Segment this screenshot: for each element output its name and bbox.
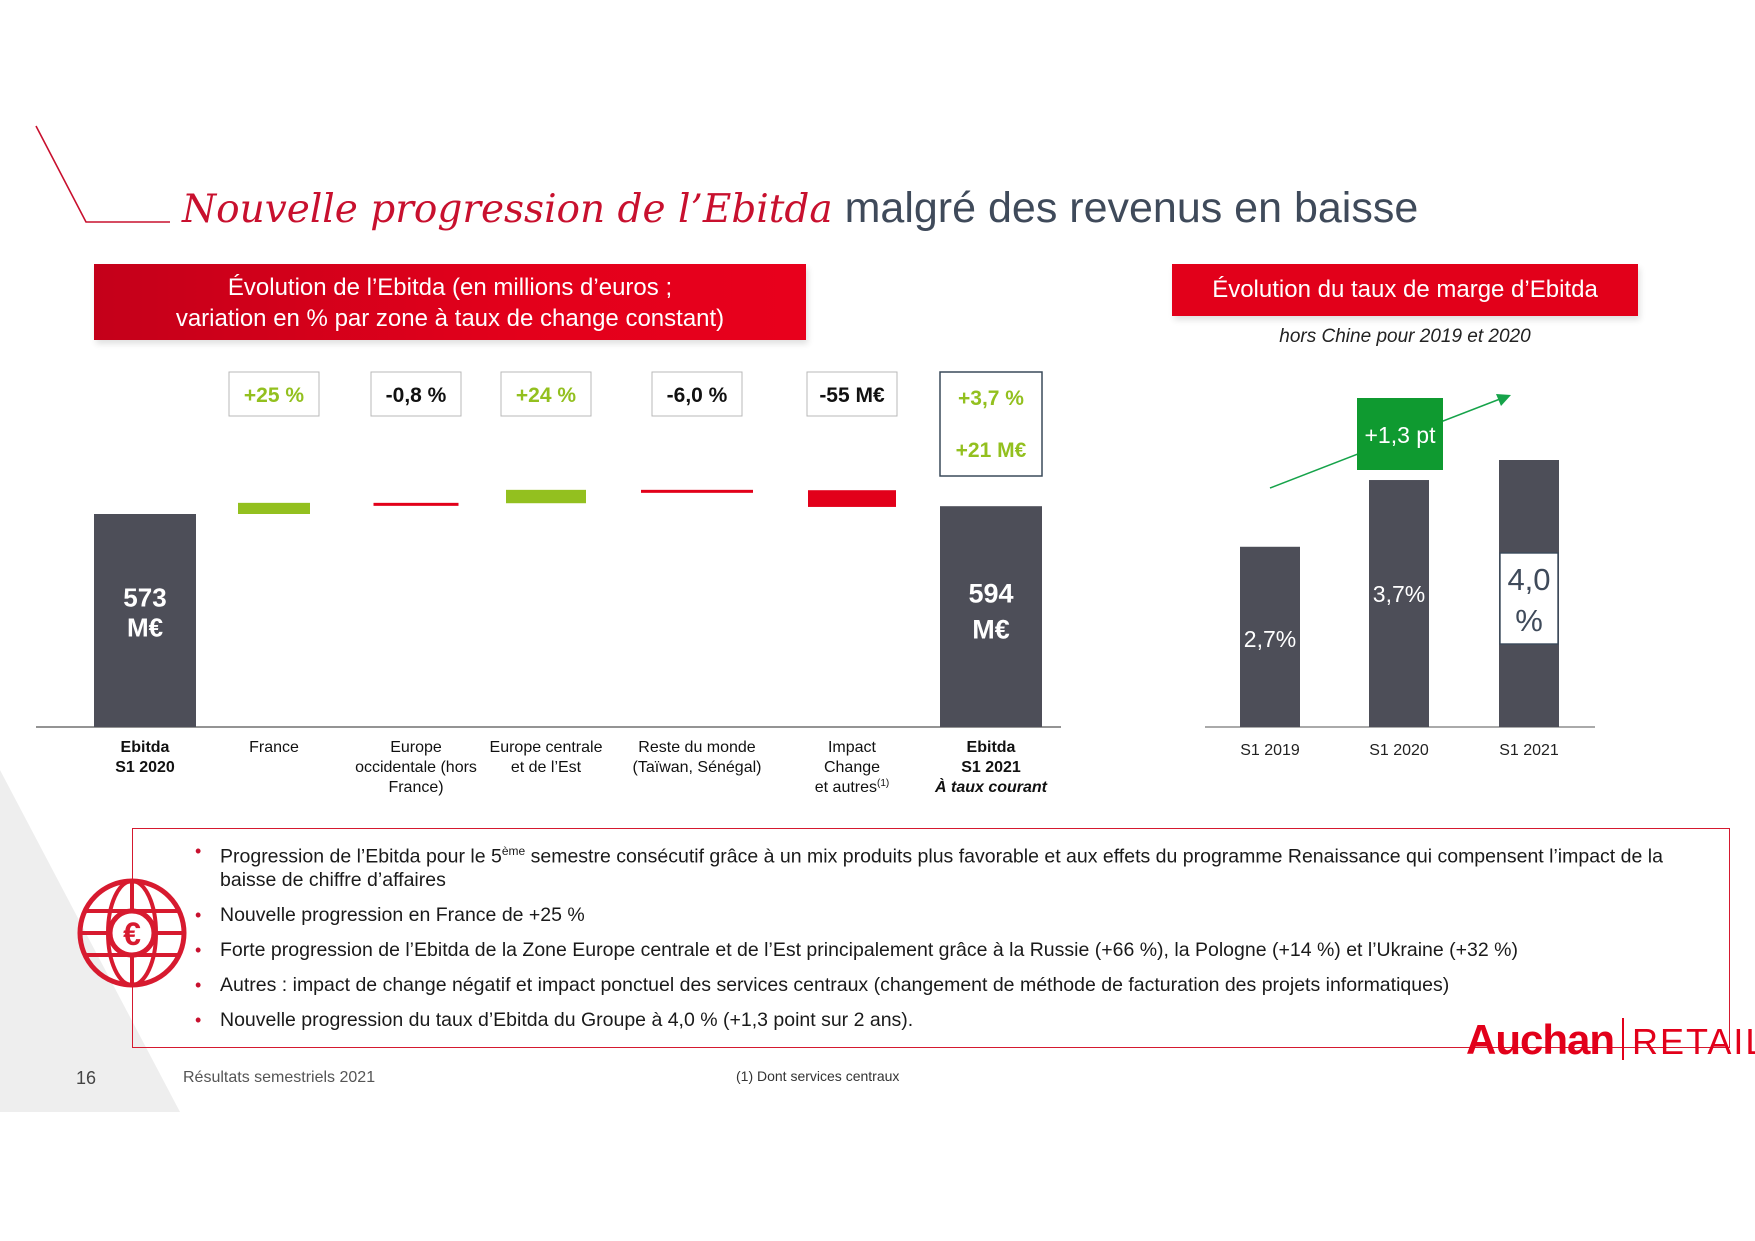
category-superscript: (1) — [877, 778, 889, 789]
trend-badge-label: +1,3 pt — [1365, 422, 1437, 448]
bar-step — [808, 490, 896, 507]
end-growth-label: +3,7 % — [958, 387, 1024, 410]
margin-bar — [1240, 546, 1300, 727]
bar-start — [94, 514, 196, 727]
bar-end-label: M€ — [972, 615, 1010, 645]
step-label: +24 % — [516, 384, 576, 407]
title-highlight: Nouvelle progression de l’Ebitda — [182, 187, 833, 232]
category-label: France) — [388, 779, 443, 796]
bullet-item: Nouvelle progression en France de +25 % — [190, 904, 1715, 927]
category-label: S1 2021 — [961, 759, 1021, 776]
end-delta-label: +21 M€ — [956, 439, 1027, 462]
commentary-list: Progression de l’Ebitda pour le 5ème sem… — [190, 840, 1715, 1044]
bar-start-label: 573 — [123, 583, 166, 613]
trend-arrow-head — [1496, 394, 1511, 406]
title-accent-line — [35, 125, 170, 223]
title-rest: malgré des revenus en baisse — [832, 184, 1419, 232]
bullet-item: Forte progression de l’Ebitda de la Zone… — [190, 939, 1715, 962]
footnote: (1) Dont services centraux — [736, 1068, 900, 1084]
logo-separator — [1622, 1018, 1625, 1060]
category-label: Ebitda — [121, 739, 170, 756]
trend-badge — [1357, 398, 1443, 470]
bullet-item: Autres : impact de change négatif et imp… — [190, 974, 1715, 997]
category-label: (Taïwan, Sénégal) — [633, 759, 762, 776]
margin-value-label: 3,7% — [1373, 581, 1425, 607]
footer-label: Résultats semestriels 2021 — [183, 1069, 376, 1086]
step-label: -0,8 % — [386, 384, 447, 407]
logo-brand: Auchan — [1466, 1016, 1615, 1063]
step-label: +25 % — [244, 384, 304, 407]
margin-category-label: S1 2021 — [1499, 742, 1559, 759]
step-label-box — [370, 371, 462, 417]
globe-euro-icon: € — [77, 878, 187, 988]
bar-step — [506, 489, 586, 504]
bar-step — [238, 502, 310, 514]
margin-value-box — [1499, 552, 1559, 645]
category-label: et de l’Est — [511, 759, 582, 776]
logo-sub: RETAIL — [1632, 1021, 1755, 1062]
step-label-box — [500, 371, 592, 417]
bar-step — [373, 502, 459, 506]
ebitda-banner-line1: Évolution de l’Ebitda (en millions d’eur… — [227, 274, 673, 301]
category-label: Impact — [828, 739, 877, 756]
margin-value-label: 4,0 — [1507, 562, 1550, 597]
category-label: Europe centrale — [490, 739, 603, 756]
step-label-box — [806, 371, 898, 417]
category-label: Europe — [390, 739, 442, 756]
category-label: et autres(1) — [815, 778, 890, 796]
category-label: À taux courant — [934, 777, 1048, 796]
step-label-box — [651, 371, 743, 417]
margin-chart-note: hors Chine pour 2019 et 2020 — [1279, 326, 1531, 347]
margin-category-label: S1 2020 — [1369, 742, 1429, 759]
page-number: 16 — [76, 1068, 97, 1088]
grey-corner-shape — [0, 770, 180, 1112]
category-label: France — [249, 739, 299, 756]
ebitda-banner-line2: variation en % par zone à taux de change… — [175, 305, 725, 332]
bullet-item: Progression de l’Ebitda pour le 5ème sem… — [190, 840, 1715, 892]
category-label: Change — [824, 759, 880, 776]
auchan-retail-logo: Auchan RETAIL — [1466, 1016, 1755, 1064]
step-label: -55 M€ — [819, 384, 885, 407]
bar-end-label: 594 — [968, 579, 1013, 609]
category-label: occidentale (hors — [355, 759, 477, 776]
ebitda-chart-banner: Évolution de l’Ebitda (en millions d’eur… — [94, 264, 806, 340]
margin-bar — [1369, 480, 1429, 727]
margin-value-label: % — [1515, 603, 1543, 638]
bullet-item: Nouvelle progression du taux d’Ebitda du… — [190, 1009, 1715, 1032]
bar-end — [940, 506, 1042, 727]
category-label: Ebitda — [967, 739, 1016, 756]
margin-chart-banner: Évolution du taux de marge d’Ebitda — [1172, 264, 1638, 316]
margin-banner-title: Évolution du taux de marge d’Ebitda — [1212, 276, 1598, 303]
margin-value-label: 2,7% — [1244, 626, 1296, 652]
category-label: Reste du monde — [638, 739, 756, 756]
category-label: S1 2020 — [115, 759, 175, 776]
ebitda-margin-chart: S1 2019 S1 2020 S1 2021 2,7% 3,7% 4,0% +1,3 pt — [1205, 394, 1595, 759]
bar-step — [641, 489, 753, 493]
end-label-box — [939, 371, 1043, 477]
bar-start-label: M€ — [127, 613, 163, 643]
page-title: Nouvelle progression de l’Ebitda malgré … — [182, 180, 1418, 238]
step-label-box — [228, 371, 320, 417]
svg-text:€: € — [123, 916, 141, 952]
step-label: -6,0 % — [667, 384, 728, 407]
margin-category-label: S1 2019 — [1240, 742, 1300, 759]
